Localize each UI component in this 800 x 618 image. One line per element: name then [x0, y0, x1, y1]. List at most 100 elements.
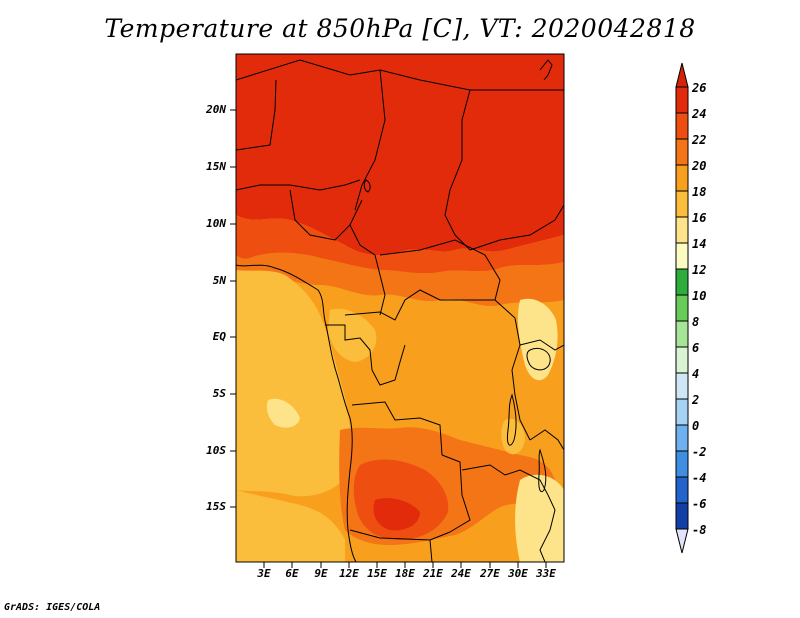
lat-label: 15S: [206, 500, 226, 513]
colorbar-segment: [675, 294, 689, 322]
colorbar-label: 22: [692, 133, 707, 147]
coastline-west-africa: [236, 264, 357, 562]
colorbar-segment: [675, 190, 689, 218]
colorbar-segment: [675, 502, 689, 530]
border-chad-sudan: [444, 89, 471, 251]
field-region-congo-yellow: [328, 308, 377, 362]
border-angola-north: [351, 401, 443, 456]
lon-label: 6E: [285, 567, 299, 580]
colorbar-segment: [675, 164, 689, 192]
lat-label: 15N: [206, 160, 226, 173]
colorbar-label: 12: [692, 263, 707, 277]
colorbar-segment: [675, 398, 689, 426]
lon-label: 33E: [536, 567, 556, 580]
border-drc-east: [511, 317, 531, 441]
grads-credit: GrADS: IGES/COLA: [4, 602, 101, 613]
map-frame: [235, 53, 565, 563]
border-car: [379, 239, 501, 301]
colorbar-label: 26: [692, 81, 707, 95]
colorbar-label: 14: [692, 237, 707, 251]
colorbar-label: 10: [692, 289, 707, 303]
colorbar-segment: [675, 320, 689, 348]
lat-label: 5S: [212, 387, 226, 400]
colorbar-label: 2: [692, 393, 700, 407]
colorbar-segment: [675, 216, 689, 244]
colorbar-label: -4: [692, 471, 707, 485]
border-uganda: [519, 339, 564, 351]
border-namibia: [429, 539, 433, 562]
colorbar-segment: [675, 268, 689, 296]
red-sea-coast: [539, 59, 553, 81]
colorbar-label: -8: [692, 523, 707, 537]
temperature-field: [236, 54, 564, 562]
colorbar-under-arrow: [675, 528, 689, 554]
colorbar-segment: [675, 138, 689, 166]
colorbar-segment: [675, 476, 689, 504]
lon-label: 3E: [257, 567, 271, 580]
lat-label: 5N: [212, 274, 226, 287]
lake-victoria: [526, 347, 551, 371]
border-sudan-south: [469, 204, 564, 251]
border-angola-east: [441, 454, 471, 533]
field-region-gulf-of-guinea: [236, 270, 351, 497]
lon-label: 21E: [423, 567, 443, 580]
colorbar-label: -6: [692, 497, 707, 511]
colorbar-label: 20: [692, 159, 707, 173]
border-west-mali: [236, 79, 277, 151]
border-nigeria: [289, 189, 363, 241]
colorbar-segment: [675, 346, 689, 374]
chart-title: Temperature at 850hPa [C], VT: 202004281…: [104, 14, 696, 43]
border-burkina: [236, 179, 361, 191]
border-zambia: [461, 464, 549, 496]
lat-label: 10S: [206, 444, 226, 457]
colorbar-over-arrow: [675, 62, 689, 88]
field-region-east-south: [515, 474, 564, 562]
border-gabon: [325, 324, 373, 371]
lon-label: 15E: [367, 567, 387, 580]
border-drc-west: [371, 344, 406, 386]
border-angola-south: [349, 529, 451, 541]
colorbar-label: 6: [692, 341, 700, 355]
axis-ticks: [230, 109, 547, 568]
field-region-sahel-mid: [236, 215, 564, 274]
colorbar-label: 18: [692, 185, 707, 199]
colorbar-segment: [675, 242, 689, 270]
lat-label: EQ: [212, 330, 226, 343]
lon-label: 24E: [451, 567, 471, 580]
lon-label: 18E: [395, 567, 415, 580]
colorbar-label: 16: [692, 211, 707, 225]
colorbar-segment: [675, 112, 689, 140]
colorbar-label: -2: [692, 445, 707, 459]
border-congo: [344, 289, 516, 321]
lake-malawi: [538, 448, 547, 493]
field-region-sahel-north: [236, 54, 564, 256]
field-region-gulf-cool: [266, 398, 300, 428]
colorbar-label: 8: [692, 315, 700, 329]
lat-label: 10N: [206, 217, 226, 230]
border-cameroon: [349, 224, 386, 316]
colorbar-segment: [675, 424, 689, 452]
lake-chad: [363, 179, 371, 193]
lon-label: 9E: [314, 567, 328, 580]
colorbar-segment: [675, 86, 689, 114]
field-region-southwest: [236, 490, 345, 562]
border-mozambique: [539, 494, 556, 562]
lake-tanganyika: [507, 393, 517, 446]
field-region-orange-band: [236, 252, 564, 307]
border-niger-chad: [354, 69, 386, 211]
lon-label: 27E: [480, 567, 500, 580]
colorbar: [675, 62, 689, 554]
boundaries: [236, 59, 564, 562]
colorbar-segment: [675, 450, 689, 478]
colorbar-label: 0: [692, 419, 700, 433]
lon-label: 30E: [508, 567, 528, 580]
lon-label: 12E: [339, 567, 359, 580]
colorbar-label: 4: [692, 367, 700, 381]
lat-label: 20N: [206, 103, 226, 116]
border-tanzania: [529, 429, 564, 451]
colorbar-segment: [675, 372, 689, 400]
colorbar-label: 24: [692, 107, 707, 121]
field-region-lake: [501, 418, 525, 455]
field-region-angola-hot: [373, 498, 420, 531]
